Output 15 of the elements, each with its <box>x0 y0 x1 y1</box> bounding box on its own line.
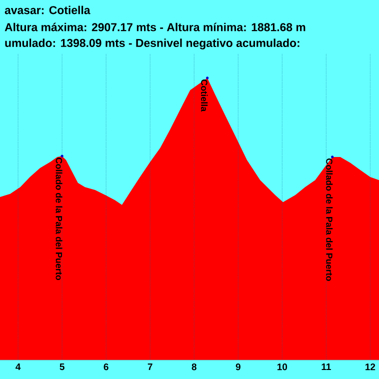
annotation: Cotiella <box>201 80 208 112</box>
annotation: Collado de la Pala del Puerto <box>56 158 62 280</box>
chart-subtitle: Altura máxima: 2907.17 mts - Altura mínima: 1881.68 m <box>4 22 306 32</box>
x-tick-label: 9 <box>236 364 240 370</box>
x-tick-label: 8 <box>192 364 196 370</box>
x-tick-label: 11 <box>322 364 331 370</box>
annotation: Collado de la Pala del Puerto <box>326 158 333 281</box>
x-tick-label: 12 <box>366 364 376 370</box>
x-tick-label: 6 <box>104 364 108 370</box>
x-tick-label: 7 <box>148 364 152 370</box>
chart-title: avasar: Cotiella <box>4 6 90 14</box>
x-tick-label: 5 <box>60 364 64 370</box>
text: umulado: 1398.09 mts - Desnivel negativo acumulado: <box>5 38 300 50</box>
x-tick-label: 10 <box>277 364 288 370</box>
x-tick-label: 4 <box>16 364 21 370</box>
